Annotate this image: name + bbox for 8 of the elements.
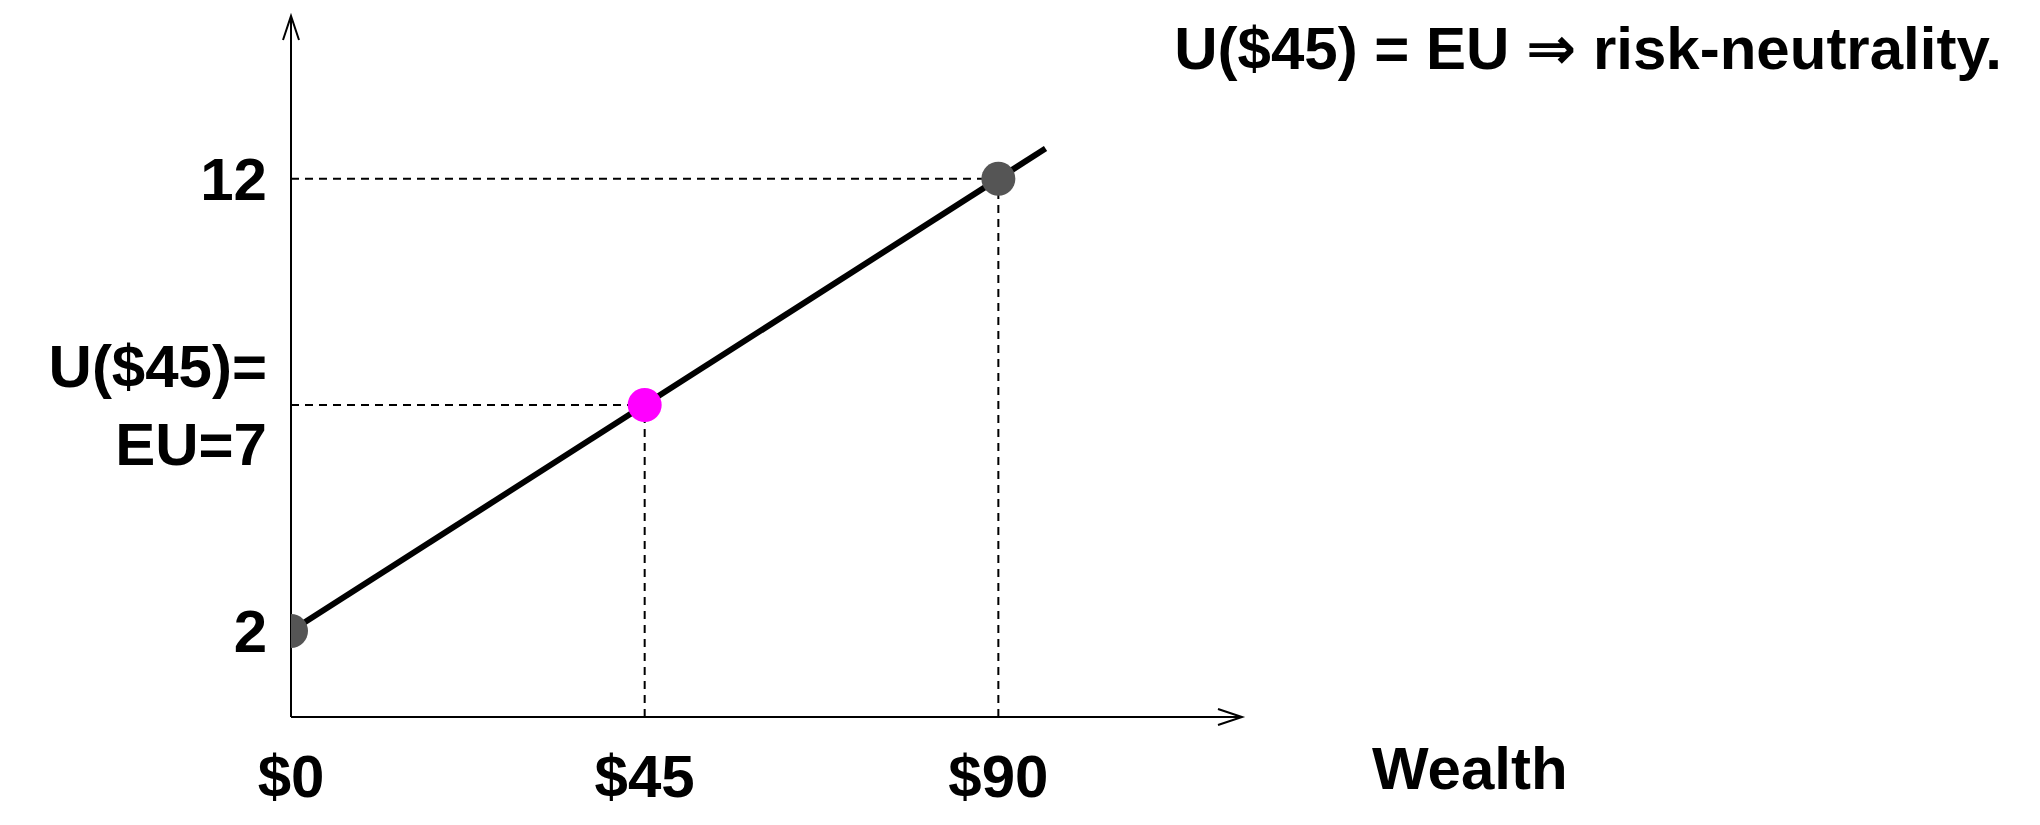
x-axis-title: Wealth bbox=[1372, 735, 1568, 802]
annotation: U($45) = EU ⇒ risk-neutrality. bbox=[1174, 15, 2002, 82]
x-tick-label: $90 bbox=[948, 743, 1049, 810]
x-tick-label: $45 bbox=[594, 743, 695, 810]
y-tick-label: U($45)= EU=7 bbox=[48, 332, 267, 478]
x-tick-label: $0 bbox=[257, 743, 325, 810]
y-tick-label: 12 bbox=[200, 145, 267, 213]
y-tick-label: 2 bbox=[233, 598, 267, 666]
